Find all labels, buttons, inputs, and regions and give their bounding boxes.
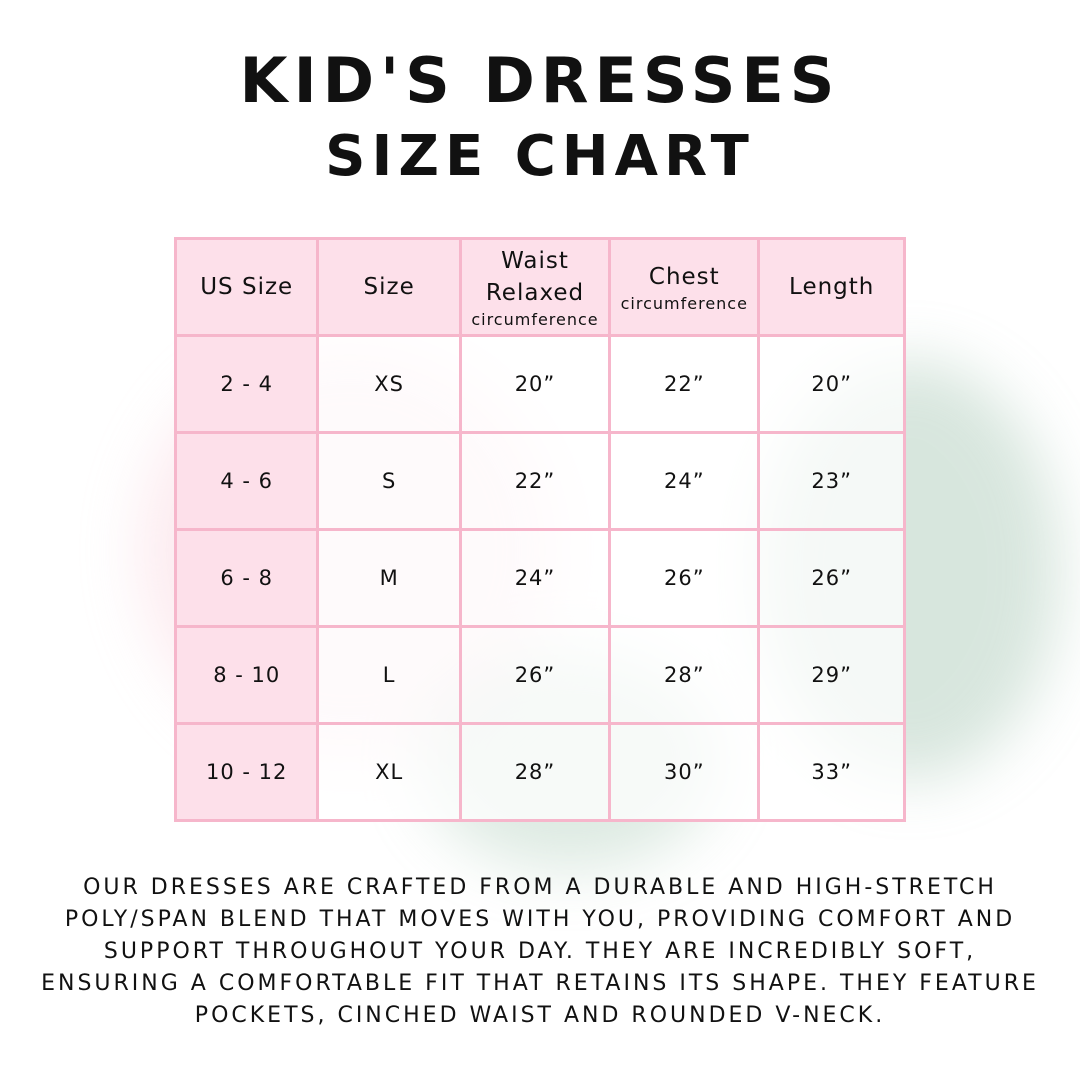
header-length: Length bbox=[757, 237, 906, 337]
table-row: 10 - 12 XL 28” 30” 33” bbox=[173, 722, 906, 822]
cell-chest: 26” bbox=[608, 528, 761, 628]
cell-waist: 20” bbox=[458, 334, 612, 434]
cell-length: 29” bbox=[757, 625, 906, 725]
header-chest: Chest circumference bbox=[608, 237, 761, 337]
cell-size: XL bbox=[316, 722, 462, 822]
header-waist: Waist Relaxed circumference bbox=[458, 237, 612, 337]
header-us-size: US Size bbox=[173, 237, 320, 337]
table-row: 4 - 6 S 22” 24” 23” bbox=[173, 431, 906, 531]
cell-size: M bbox=[316, 528, 462, 628]
cell-chest: 28” bbox=[608, 625, 761, 725]
cell-size: XS bbox=[316, 334, 462, 434]
table-row: 2 - 4 XS 20” 22” 20” bbox=[173, 334, 906, 434]
cell-size: L bbox=[316, 625, 462, 725]
cell-chest: 30” bbox=[608, 722, 761, 822]
page-title: Kid's Dresses bbox=[239, 44, 841, 117]
cell-length: 20” bbox=[757, 334, 906, 434]
cell-us-size: 2 - 4 bbox=[173, 334, 320, 434]
cell-waist: 24” bbox=[458, 528, 612, 628]
table-header-row: US Size Size Waist Relaxed circumference … bbox=[173, 237, 906, 337]
cell-length: 26” bbox=[757, 528, 906, 628]
cell-size: S bbox=[316, 431, 462, 531]
product-description: Our dresses are crafted from a durable a… bbox=[41, 875, 1039, 1028]
header-size: Size bbox=[316, 237, 462, 337]
table-row: 8 - 10 L 26” 28” 29” bbox=[173, 625, 906, 725]
cell-chest: 22” bbox=[608, 334, 761, 434]
table-row: 6 - 8 M 24” 26” 26” bbox=[173, 528, 906, 628]
cell-us-size: 6 - 8 bbox=[173, 528, 320, 628]
cell-waist: 28” bbox=[458, 722, 612, 822]
cell-us-size: 8 - 10 bbox=[173, 625, 320, 725]
cell-chest: 24” bbox=[608, 431, 761, 531]
size-chart-table: US Size Size Waist Relaxed circumference … bbox=[173, 237, 906, 822]
cell-us-size: 4 - 6 bbox=[173, 431, 320, 531]
page-subtitle: Size Chart bbox=[325, 124, 755, 189]
cell-waist: 26” bbox=[458, 625, 612, 725]
cell-us-size: 10 - 12 bbox=[173, 722, 320, 822]
cell-length: 23” bbox=[757, 431, 906, 531]
cell-length: 33” bbox=[757, 722, 906, 822]
cell-waist: 22” bbox=[458, 431, 612, 531]
